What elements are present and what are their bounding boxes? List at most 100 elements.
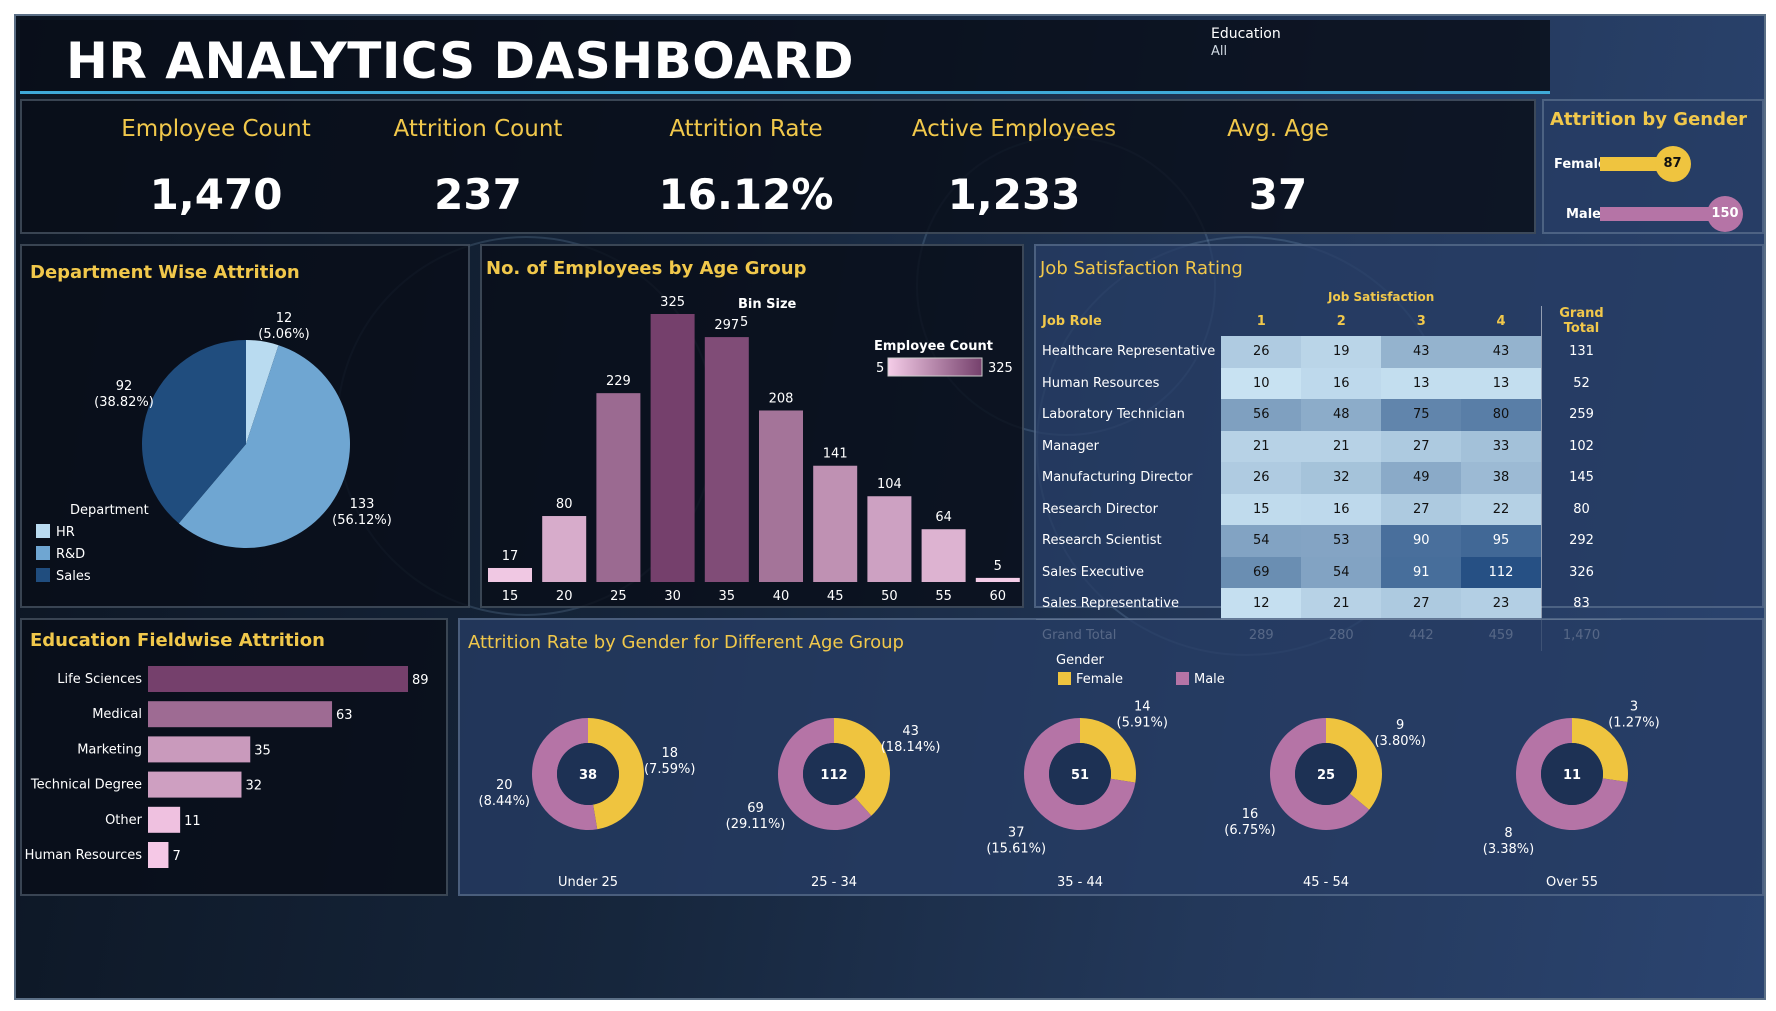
kpi-value: 1,470 [149,170,283,219]
kpi-label: Active Employees [911,116,1117,142]
rating-cell: 54 [1301,556,1382,588]
bar-value-label: 7 [172,849,180,864]
donut-hole [1295,743,1357,805]
donut-total: 25 [1317,768,1335,783]
education-bar[interactable] [148,701,333,728]
filter-value[interactable]: All [1211,44,1228,59]
table-row[interactable]: Sales Executive 69 54 91 112 326 [1036,556,1622,588]
donut-male-segment[interactable] [778,718,872,830]
kpi-card: Employee Count 1,470 [66,116,366,219]
female-pct-label: (7.59%) [644,762,695,777]
education-bar[interactable] [148,736,251,763]
education-bar[interactable] [148,666,408,692]
department-pie-chart: 12(5.06%) 133(56.12%) 92(38.82%) Department… [36,311,392,584]
education-panel-title: Education Fieldwise Attrition [30,630,325,651]
table-row[interactable]: Human Resources 10 16 13 13 52 [1036,367,1622,399]
histogram-bar[interactable] [650,314,695,582]
education-bar-chart: Life Sciences 89 Medical 63 Marketing 35 Techn… [25,666,429,868]
table-row[interactable]: Healthcare Representative 26 19 43 43 131 [1036,336,1622,368]
gender-panel: Attrition by Gender Female 87 Male 150 [1542,99,1764,234]
legend-title: Department [70,503,149,518]
legend-swatch [36,546,50,560]
donut-male-segment[interactable] [1270,718,1370,830]
donut-hole [1049,743,1111,805]
histogram-bar[interactable] [813,465,858,582]
bar-value-label: 297 [714,318,739,333]
age-group-label: 35 - 44 [1057,875,1103,890]
category-label: Life Sciences [57,672,142,687]
table-row[interactable]: Laboratory Technician 56 48 75 80 259 [1036,399,1622,431]
histogram-bar[interactable] [921,529,966,582]
male-count-label: 37 [1008,826,1025,841]
education-filter[interactable]: Education All [1211,26,1371,76]
legend-label: Sales [56,569,91,584]
job-satisfaction-super-header: Job Satisfaction [1328,290,1435,304]
bar-value-label: 89 [412,673,429,688]
donut-female-segment[interactable] [1572,718,1628,782]
donut-male-segment[interactable] [532,718,598,830]
education-panel: Education Fieldwise Attrition Life Scien… [20,618,448,896]
table-row[interactable]: Research Director 15 16 27 22 80 [1036,493,1622,525]
pie-count-label: 12 [276,311,293,326]
rating-cell: 27 [1381,430,1462,462]
pie-count-label: 133 [350,497,375,512]
pie-slice[interactable] [178,345,350,548]
rating-cell: 21 [1301,588,1382,620]
bar-value-label: 208 [769,391,794,406]
bar-value-label: 5 [994,559,1002,574]
rating-cell: 112 [1461,556,1542,588]
donut-female-segment[interactable] [834,718,890,816]
role-cell: Research Scientist [1042,533,1162,549]
histogram-bar[interactable] [975,577,1020,582]
gender-age-panel: Attrition Rate by Gender for Different A… [458,618,1764,896]
row-total-cell: 145 [1540,462,1622,494]
histogram-bar[interactable] [704,337,749,582]
education-bar[interactable] [148,771,242,798]
department-panel: Department Wise Attrition 12 (5.06%) 133 (5… [20,244,470,608]
pie-slice[interactable] [142,340,246,524]
education-bar[interactable] [148,806,181,833]
rating-cell: 15 [1221,493,1302,525]
age-panel: No. of Employees by Age Group 17 15 80 20 22… [480,244,1024,608]
rating-cell: 21 [1221,430,1302,462]
job-satisfaction-panel: Job Satisfaction Rating Job Satisfaction… [1034,244,1764,651]
role-cell: Healthcare Representative [1042,344,1216,360]
table-row[interactable]: Manager 21 21 27 33 102 [1036,430,1622,462]
bin-size-label: Bin Size [738,297,797,312]
rating-cell: 48 [1301,399,1382,431]
donut-female-segment[interactable] [1326,718,1382,810]
rating-cell: 75 [1381,399,1462,431]
histogram-bar[interactable] [867,496,912,582]
donut-total: 112 [820,768,847,783]
histogram-bar[interactable] [596,393,641,582]
rating-cell: 26 [1221,336,1302,368]
donut-male-segment[interactable] [1024,718,1136,830]
bar-value-label: 141 [823,447,848,462]
education-bar[interactable] [148,842,169,868]
donut-total: 51 [1071,768,1089,783]
table-row[interactable]: Research Scientist 54 53 90 95 292 [1036,525,1622,557]
role-cell: Manager [1042,438,1099,454]
row-total-cell: 292 [1540,525,1622,557]
donut-male-segment[interactable] [1516,718,1628,830]
female-value-marker: 87 [1654,146,1691,182]
table-row[interactable]: Sales Representative 12 21 27 23 83 [1036,588,1622,620]
male-pct-label: (29.11%) [726,817,786,832]
pie-slice[interactable] [246,340,279,444]
histogram-bar[interactable] [488,567,532,582]
table-row[interactable]: Manufacturing Director 26 32 49 38 145 [1036,462,1622,494]
pie-pct-label: (56.12%) [332,513,392,528]
x-tick-label: 40 [773,589,790,604]
pie-pct-label: (5.06%) [258,327,309,342]
rating-cell: 27 [1381,588,1462,620]
donut-female-segment[interactable] [588,718,644,830]
category-label: Marketing [77,742,142,757]
donut-female-segment[interactable] [1080,718,1136,783]
histogram-bar[interactable] [759,410,803,582]
female-count-label: 14 [1134,700,1151,715]
bar-value-label: 63 [336,708,353,723]
bin-size-value[interactable]: 5 [740,315,748,330]
histogram-bar[interactable] [542,516,587,582]
color-legend-min: 5 [876,361,884,376]
category-label: Medical [92,707,142,722]
